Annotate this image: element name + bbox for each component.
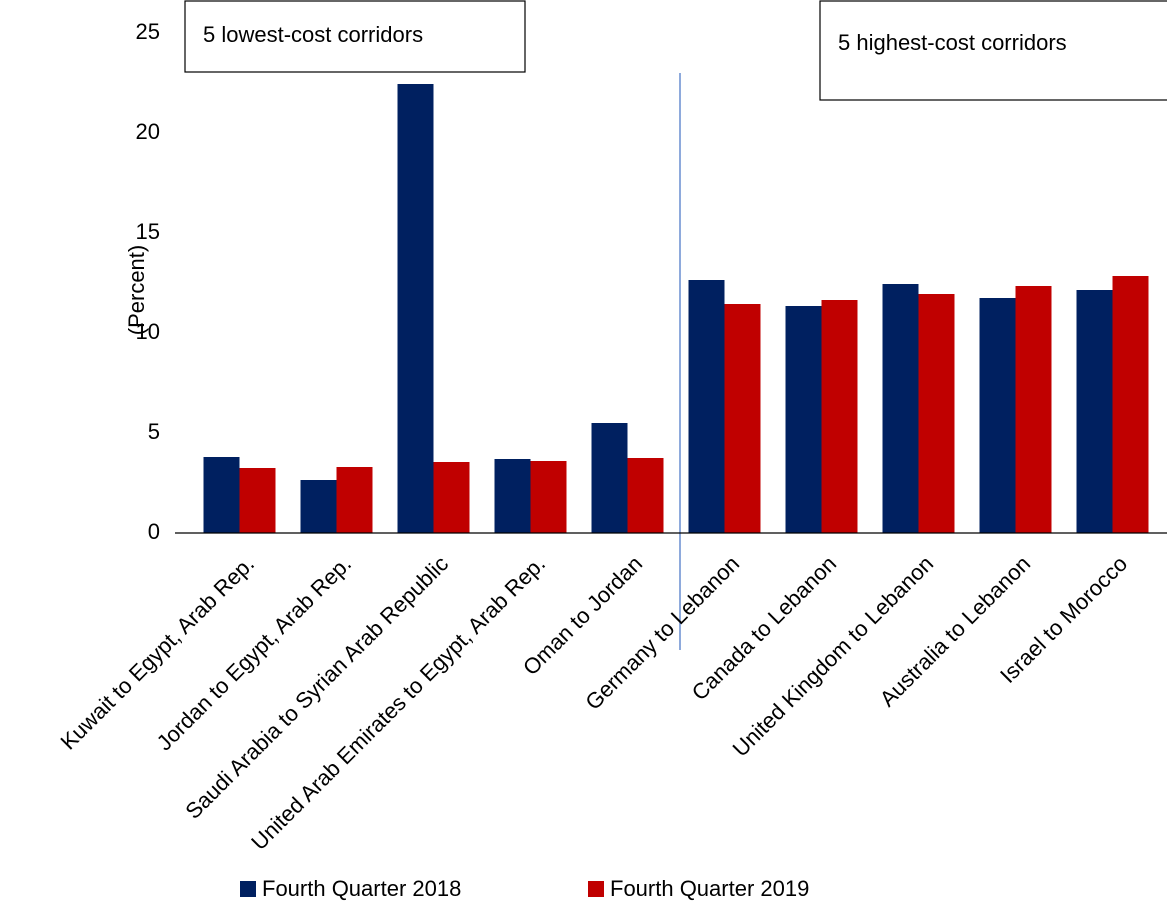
- annotation: 5 lowest-cost corridors: [203, 22, 423, 47]
- bar: [627, 458, 664, 533]
- x-tick-label: Kuwait to Egypt, Arab Rep.: [56, 551, 260, 755]
- y-tick-label: 5: [148, 419, 160, 444]
- bar: [203, 457, 240, 533]
- bar: [530, 461, 567, 533]
- annotation: 5 highest-cost corridors: [838, 30, 1067, 55]
- y-tick-label: 0: [148, 519, 160, 544]
- bar: [821, 300, 858, 533]
- bar: [979, 298, 1016, 533]
- bar: [1112, 276, 1149, 533]
- x-tick-label: United Kingdom to Lebanon: [728, 551, 939, 762]
- y-tick-label: 15: [136, 219, 160, 244]
- bar: [433, 462, 470, 533]
- legend-swatch: [588, 881, 604, 897]
- x-tick-label: Jordan to Egypt, Arab Rep.: [152, 551, 356, 755]
- legend-label: Fourth Quarter 2018: [262, 876, 461, 901]
- bar: [494, 459, 531, 533]
- y-tick-label: 10: [136, 319, 160, 344]
- bar: [336, 467, 373, 533]
- bar: [918, 294, 955, 533]
- bar: [1076, 290, 1113, 533]
- bar: [688, 280, 725, 533]
- legend-swatch: [240, 881, 256, 897]
- y-axis-label: (Percent): [124, 245, 149, 335]
- legend-label: Fourth Quarter 2019: [610, 876, 809, 901]
- bar: [785, 306, 822, 533]
- bar: [300, 480, 337, 533]
- annotation-box: [184, 0, 526, 73]
- annotation-box: [819, 0, 1167, 101]
- bar: [882, 284, 919, 533]
- bar: [724, 304, 761, 533]
- bar: [397, 84, 434, 533]
- y-tick-label: 25: [136, 19, 160, 44]
- y-tick-label: 20: [136, 119, 160, 144]
- bar: [591, 423, 628, 533]
- bar: [239, 468, 276, 533]
- bar: [1015, 286, 1052, 533]
